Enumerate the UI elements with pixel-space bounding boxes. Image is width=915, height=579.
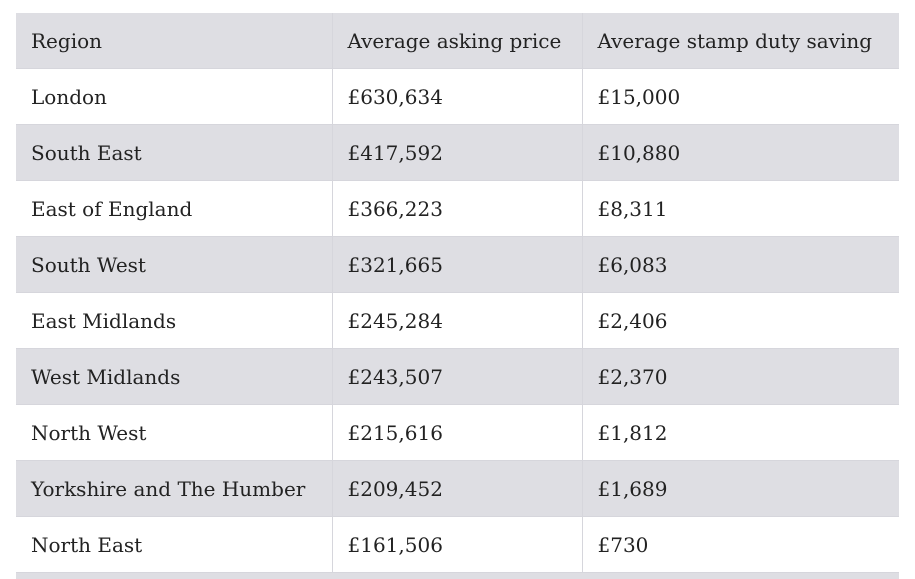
cell-region: North West bbox=[16, 404, 333, 461]
cell-stamp-duty-saving: £1,689 bbox=[582, 460, 899, 517]
table-header: Region Average asking price Average stam… bbox=[16, 13, 899, 69]
table-row: East Midlands £245,284 £2,406 bbox=[16, 292, 899, 349]
header-average-stamp-duty-saving: Average stamp duty saving bbox=[582, 13, 899, 69]
table-row: East of England £366,223 £8,311 bbox=[16, 180, 899, 237]
table-row: Yorkshire and The Humber £209,452 £1,689 bbox=[16, 460, 899, 517]
cell-region: East Midlands bbox=[16, 292, 333, 349]
cell-region: North East bbox=[16, 516, 333, 573]
cell-asking-price: £321,665 bbox=[332, 236, 583, 293]
cell-stamp-duty-saving: £10,880 bbox=[582, 124, 899, 181]
cell-asking-price: £209,452 bbox=[332, 460, 583, 517]
cell-stamp-duty-saving: £2,370 bbox=[582, 348, 899, 405]
header-average-asking-price: Average asking price bbox=[332, 13, 583, 69]
cell-stamp-duty-saving: £2,406 bbox=[582, 292, 899, 349]
cell-stamp-duty-saving: £15,000 bbox=[582, 68, 899, 125]
cell-region: South West bbox=[16, 236, 333, 293]
table-row: West Midlands £243,507 £2,370 bbox=[16, 348, 899, 405]
cell-stamp-duty-saving: £1,812 bbox=[582, 404, 899, 461]
stamp-duty-table: Region Average asking price Average stam… bbox=[16, 13, 899, 573]
header-region: Region bbox=[16, 13, 333, 69]
cell-region: South East bbox=[16, 124, 333, 181]
table-body: London £630,634 £15,000 South East £417,… bbox=[16, 68, 899, 573]
header-row: Region Average asking price Average stam… bbox=[16, 13, 899, 69]
stamp-duty-table-container: Region Average asking price Average stam… bbox=[16, 13, 899, 579]
cell-asking-price: £161,506 bbox=[332, 516, 583, 573]
cell-region: London bbox=[16, 68, 333, 125]
cell-asking-price: £417,592 bbox=[332, 124, 583, 181]
table-row: South East £417,592 £10,880 bbox=[16, 124, 899, 181]
cell-region: West Midlands bbox=[16, 348, 333, 405]
cell-asking-price: £215,616 bbox=[332, 404, 583, 461]
cell-asking-price: £630,634 bbox=[332, 68, 583, 125]
cell-asking-price: £245,284 bbox=[332, 292, 583, 349]
cell-asking-price: £366,223 bbox=[332, 180, 583, 237]
cell-asking-price: £243,507 bbox=[332, 348, 583, 405]
table-row: North West £215,616 £1,812 bbox=[16, 404, 899, 461]
cell-stamp-duty-saving: £730 bbox=[582, 516, 899, 573]
cell-stamp-duty-saving: £6,083 bbox=[582, 236, 899, 293]
table-next-row-partial bbox=[16, 573, 899, 579]
cell-stamp-duty-saving: £8,311 bbox=[582, 180, 899, 237]
cell-region: Yorkshire and The Humber bbox=[16, 460, 333, 517]
table-row: London £630,634 £15,000 bbox=[16, 68, 899, 125]
table-row: North East £161,506 £730 bbox=[16, 516, 899, 573]
table-row: South West £321,665 £6,083 bbox=[16, 236, 899, 293]
cell-region: East of England bbox=[16, 180, 333, 237]
